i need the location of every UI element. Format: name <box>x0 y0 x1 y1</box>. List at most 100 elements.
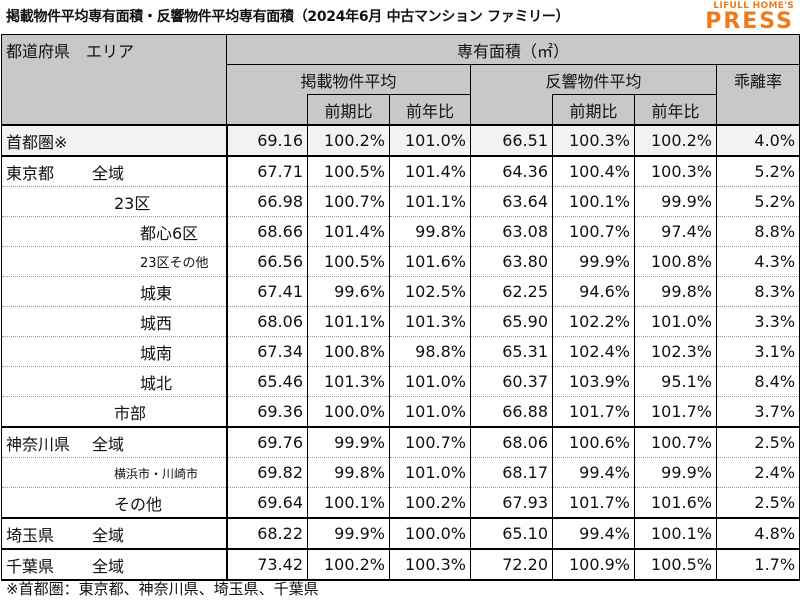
value-cell: 100.8% <box>634 246 717 277</box>
logo: LIFULL HOME'S PRESS <box>705 2 794 33</box>
header-gap: 乖離率 <box>715 64 800 126</box>
area-label: 23区その他 <box>140 256 209 271</box>
value-cell: 98.8% <box>389 336 471 367</box>
value-cell: 101.7% <box>552 487 635 518</box>
table-row: 首都圏※ 69.16 100.2% 101.0% 66.51 100.3% 100.2% 4.… <box>1 124 800 156</box>
value-cell: 101.0% <box>389 366 471 397</box>
value-cell: 101.7% <box>634 396 717 427</box>
area-cell: 23区 <box>1 186 228 217</box>
value-cell: 101.0% <box>389 457 471 488</box>
area-cell: 首都圏※ <box>1 124 228 156</box>
table-row: 城南 67.34 100.8% 98.8% 65.31 102.4% 102.3% 3.1% <box>1 336 800 367</box>
value-cell: 100.0% <box>307 396 390 427</box>
area-label: 城南 <box>140 343 173 363</box>
value-cell: 8.4% <box>715 366 800 397</box>
value-cell: 101.6% <box>634 487 717 518</box>
value-cell: 100.5% <box>307 246 390 277</box>
value-cell: 60.37 <box>470 366 553 397</box>
header-response: 反響物件平均 <box>470 64 717 95</box>
value-cell: 65.46 <box>226 366 308 397</box>
value-cell: 67.93 <box>470 487 553 518</box>
value-cell: 101.3% <box>307 366 390 397</box>
value-cell: 101.4% <box>307 216 390 247</box>
table-row: 東京都 全域 67.71 100.5% 101.4% 64.36 100.4% 100.3% 5… <box>1 155 800 187</box>
table-row: 城北 65.46 101.3% 101.0% 60.37 103.9% 95.1% 8.4% <box>1 366 800 397</box>
area-cell: 市部 <box>1 396 228 427</box>
value-cell: 100.1% <box>307 487 390 518</box>
value-cell: 99.4% <box>552 457 635 488</box>
table-row: 城西 68.06 101.1% 101.3% 65.90 102.2% 101.0% 3.3% <box>1 306 800 337</box>
value-cell: 99.9% <box>307 517 390 549</box>
value-cell: 69.64 <box>226 487 308 518</box>
value-cell: 63.08 <box>470 216 553 247</box>
area-label: 全域 <box>92 163 125 183</box>
table-row: その他 69.64 100.1% 100.2% 67.93 101.7% 101.6% 2.5… <box>1 487 800 518</box>
area-cell: 埼玉県 全域 <box>1 517 228 549</box>
value-cell: 100.7% <box>634 426 717 458</box>
area-cell: 神奈川県 全域 <box>1 426 228 458</box>
table-row: 23区その他 66.56 100.5% 101.6% 63.80 99.9% 100.8% 4… <box>1 246 800 277</box>
area-label: 城北 <box>140 373 173 393</box>
value-cell: 97.4% <box>634 216 717 247</box>
area-label: 横浜市・川崎市 <box>114 467 199 481</box>
value-cell: 100.7% <box>552 216 635 247</box>
value-cell: 8.3% <box>715 276 800 307</box>
value-cell: 102.5% <box>389 276 471 307</box>
table-row: 埼玉県 全域 68.22 99.9% 100.0% 65.10 99.4% 100.1% 4.8… <box>1 517 800 549</box>
area-cell: 東京都 全域 <box>1 155 228 187</box>
prefecture-label: 神奈川県 <box>6 434 71 454</box>
table-row: 横浜市・川崎市 69.82 99.8% 101.0% 68.17 99.4% 99.9% 2.… <box>1 457 800 488</box>
value-cell: 5.2% <box>715 186 800 217</box>
value-cell: 72.20 <box>470 548 553 581</box>
value-cell: 67.41 <box>226 276 308 307</box>
area-label: 全域 <box>92 525 125 545</box>
value-cell: 1.7% <box>715 548 800 581</box>
prefecture-label: 東京都 <box>6 163 55 183</box>
value-cell: 100.3% <box>389 548 471 581</box>
header-listed-qoq: 前期比 <box>307 94 390 126</box>
value-cell: 100.3% <box>552 124 635 156</box>
value-cell: 102.2% <box>552 306 635 337</box>
value-cell: 3.3% <box>715 306 800 337</box>
area-table: 都道府県 エリア 専有面積（㎡） 掲載物件平均 反響物件平均 乖離率 前期比 前… <box>1 34 800 581</box>
table-row: 神奈川県 全域 69.76 99.9% 100.7% 68.06 100.6% 100.7% 2… <box>1 426 800 458</box>
value-cell: 66.98 <box>226 186 308 217</box>
value-cell: 101.6% <box>389 246 471 277</box>
value-cell: 65.90 <box>470 306 553 337</box>
value-cell: 67.34 <box>226 336 308 367</box>
prefecture-label: 千葉県 <box>6 556 55 576</box>
value-cell: 73.42 <box>226 548 308 581</box>
value-cell: 68.22 <box>226 517 308 549</box>
value-cell: 100.2% <box>307 124 390 156</box>
header-listed-yoy: 前年比 <box>389 94 471 126</box>
value-cell: 101.4% <box>389 155 471 187</box>
value-cell: 100.1% <box>634 517 717 549</box>
value-cell: 100.2% <box>389 487 471 518</box>
area-cell: その他 <box>1 487 228 518</box>
value-cell: 103.9% <box>552 366 635 397</box>
value-cell: 99.6% <box>307 276 390 307</box>
value-cell: 100.7% <box>389 426 471 458</box>
area-cell: 城南 <box>1 336 228 367</box>
value-cell: 8.8% <box>715 216 800 247</box>
area-cell: 城東 <box>1 276 228 307</box>
header-listed: 掲載物件平均 <box>226 64 471 95</box>
value-cell: 66.88 <box>470 396 553 427</box>
area-cell: 都心6区 <box>1 216 228 247</box>
value-cell: 101.7% <box>552 396 635 427</box>
page-title: 掲載物件平均専有面積・反響物件平均専有面積（2024年6月 中古マンション ファ… <box>6 9 570 25</box>
value-cell: 68.66 <box>226 216 308 247</box>
value-cell: 63.64 <box>470 186 553 217</box>
value-cell: 69.16 <box>226 124 308 156</box>
header-corner: 都道府県 エリア <box>1 34 227 126</box>
area-label: 全域 <box>92 434 125 454</box>
value-cell: 100.7% <box>307 186 390 217</box>
value-cell: 100.3% <box>634 155 717 187</box>
value-cell: 64.36 <box>470 155 553 187</box>
value-cell: 101.3% <box>389 306 471 337</box>
value-cell: 100.8% <box>307 336 390 367</box>
value-cell: 63.80 <box>470 246 553 277</box>
value-cell: 101.0% <box>634 306 717 337</box>
prefecture-label: 埼玉県 <box>6 525 55 545</box>
value-cell: 69.76 <box>226 426 308 458</box>
